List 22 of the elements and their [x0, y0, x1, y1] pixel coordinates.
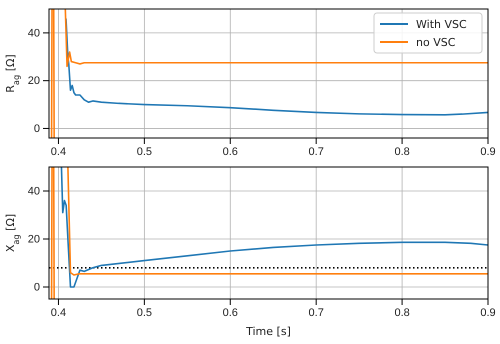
y-tick-label: 40 [28, 27, 40, 40]
line-series [65, 18, 488, 116]
x-tick-label: 0.5 [136, 306, 152, 319]
x-axis-title: Time [s] [245, 325, 291, 338]
y-tick-label: 20 [28, 234, 40, 246]
x-tick-label: 0.9 [480, 146, 496, 158]
y-tick-label: 40 [28, 186, 40, 198]
y-tick-label: 0 [34, 282, 40, 294]
y-tick-label: 20 [28, 75, 40, 88]
x-tick-label: 0.7 [308, 146, 324, 158]
x-tick-label: 0.4 [50, 146, 66, 158]
x-tick-label: 0.7 [308, 306, 324, 319]
x-tick-label: 0.6 [222, 146, 238, 158]
x-tick-label: 0.8 [394, 146, 410, 158]
x-tick-label: 0.4 [50, 306, 66, 319]
x-tick-label: 0.5 [136, 146, 152, 158]
x-tick-label: 0.8 [394, 306, 410, 319]
x-tick-label: 0.9 [480, 306, 496, 319]
legend-label: With VSC [416, 18, 467, 31]
x-tick-label: 0.6 [222, 306, 238, 319]
y-tick-label: 0 [34, 122, 40, 135]
legend-label: no VSC [416, 36, 456, 49]
